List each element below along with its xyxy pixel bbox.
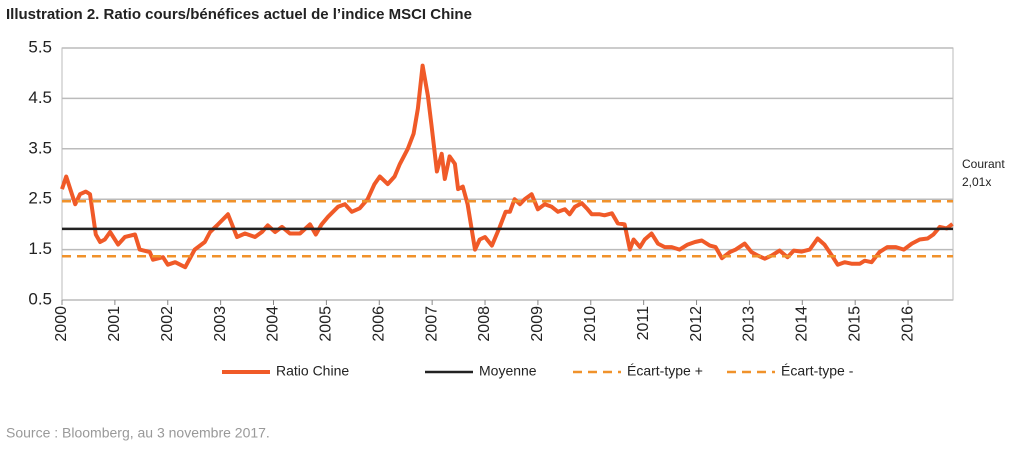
x-tick-label: 2014 <box>794 306 811 342</box>
x-tick-label: 2011 <box>635 306 652 341</box>
x-tick-label: 2006 <box>370 306 387 342</box>
x-tick-label: 2002 <box>159 306 176 342</box>
y-tick-label: 2.5 <box>28 189 52 208</box>
x-tick-label: 2012 <box>688 306 705 342</box>
x-tick-label: 2008 <box>476 306 493 342</box>
series-line <box>60 63 954 270</box>
plot-area <box>61 47 954 301</box>
legend-label: Moyenne <box>479 363 537 379</box>
annotation: Courant <box>962 157 1005 171</box>
annotation: 2,01x <box>962 175 991 189</box>
legend-label: Écart-type - <box>781 363 854 379</box>
x-tick-label: 2015 <box>846 306 863 342</box>
x-tick-label: 2016 <box>899 306 916 342</box>
y-tick-label: 5.5 <box>28 37 52 56</box>
legend-label: Écart-type + <box>627 363 703 379</box>
x-tick-label: 2000 <box>53 306 70 342</box>
y-tick-label: 3.5 <box>28 138 52 157</box>
y-tick-label: 4.5 <box>28 88 52 107</box>
y-tick-label: 1.5 <box>28 239 52 258</box>
x-tick-label: 2010 <box>582 306 599 342</box>
x-tick-label: 2005 <box>318 306 335 342</box>
source: Source : Bloomberg, au 3 novembre 2017. <box>6 425 270 441</box>
x-tick-label: 2001 <box>106 306 123 342</box>
y-tick-label: 0.5 <box>28 289 52 308</box>
x-tick-label: 2004 <box>265 306 282 342</box>
legend-label: Ratio Chine <box>276 363 349 379</box>
x-tick-label: 2007 <box>423 306 440 342</box>
x-tick-label: 2003 <box>212 306 229 342</box>
x-tick-label: 2013 <box>741 306 758 342</box>
x-tick-label: 2009 <box>529 306 546 342</box>
chart-title: Illustration 2. Ratio cours/bénéfices ac… <box>6 6 472 23</box>
